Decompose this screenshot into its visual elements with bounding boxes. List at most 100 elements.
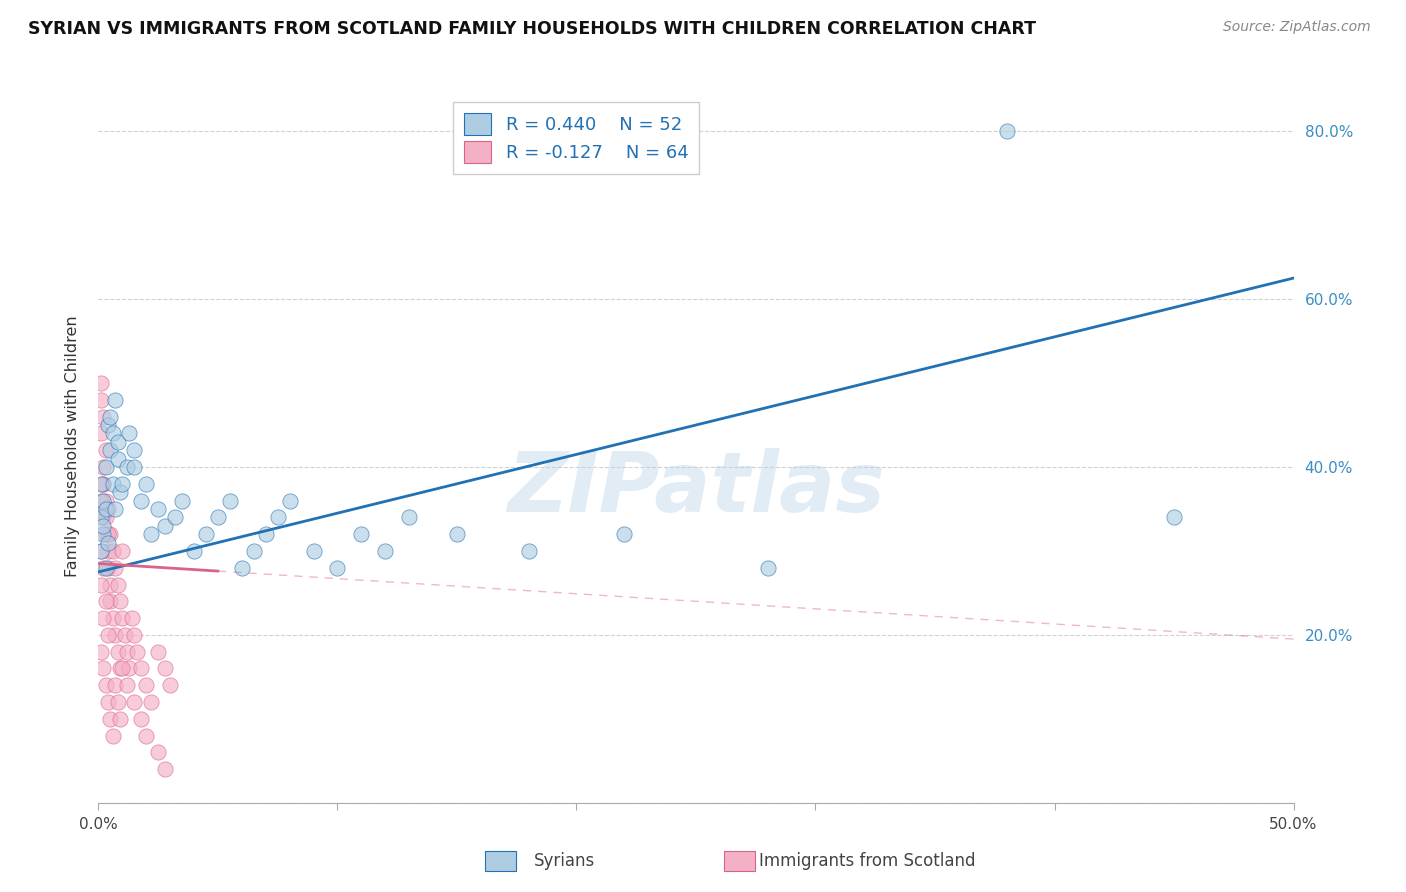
Point — [148, 502, 170, 516]
Point — [195, 527, 218, 541]
Point — [94, 460, 117, 475]
Point — [94, 443, 117, 458]
Point — [995, 124, 1018, 138]
Point — [94, 493, 117, 508]
Point — [91, 460, 114, 475]
Point — [756, 560, 779, 574]
Point — [155, 518, 177, 533]
Point — [94, 560, 117, 574]
Point — [97, 560, 120, 574]
Point — [98, 712, 122, 726]
Point — [97, 544, 120, 558]
Point — [121, 611, 143, 625]
Point — [139, 527, 162, 541]
Point — [91, 493, 114, 508]
Point — [302, 544, 325, 558]
Text: Syrians: Syrians — [534, 852, 596, 870]
Point — [94, 527, 117, 541]
Point — [90, 426, 112, 441]
Point — [125, 645, 148, 659]
Point — [97, 628, 120, 642]
Point — [97, 417, 120, 432]
Point — [111, 661, 134, 675]
Legend: R = 0.440    N = 52, R = -0.127    N = 64: R = 0.440 N = 52, R = -0.127 N = 64 — [454, 102, 699, 174]
Point — [115, 678, 138, 692]
Point — [108, 485, 131, 500]
Point — [231, 560, 253, 574]
Point — [118, 426, 141, 441]
Point — [139, 695, 162, 709]
Point — [148, 645, 170, 659]
Point — [124, 460, 146, 475]
Point — [90, 577, 112, 591]
Point — [131, 493, 153, 508]
Point — [98, 594, 122, 608]
Point — [90, 376, 112, 390]
Point — [101, 729, 124, 743]
Point — [131, 661, 153, 675]
Point — [90, 476, 112, 491]
Point — [90, 510, 112, 524]
Point — [91, 611, 114, 625]
Text: Immigrants from Scotland: Immigrants from Scotland — [759, 852, 976, 870]
Point — [155, 762, 177, 776]
Point — [91, 527, 114, 541]
Point — [91, 409, 114, 424]
Point — [219, 493, 242, 508]
Point — [124, 695, 146, 709]
Point — [207, 510, 229, 524]
Point — [107, 434, 129, 449]
Point — [108, 712, 131, 726]
Point — [115, 460, 138, 475]
Point — [398, 510, 420, 524]
Point — [446, 527, 468, 541]
Point — [101, 426, 124, 441]
Point — [90, 544, 112, 558]
Point — [98, 409, 122, 424]
Point — [107, 645, 129, 659]
Point — [97, 502, 120, 516]
Point — [101, 611, 124, 625]
Point — [267, 510, 290, 524]
Point — [104, 678, 127, 692]
Y-axis label: Family Households with Children: Family Households with Children — [65, 315, 80, 577]
Point — [107, 695, 129, 709]
Point — [107, 577, 129, 591]
Point — [97, 695, 120, 709]
Point — [107, 451, 129, 466]
Point — [111, 544, 134, 558]
Point — [94, 510, 117, 524]
Point — [124, 443, 146, 458]
Point — [115, 645, 138, 659]
Point — [111, 611, 134, 625]
Point — [101, 476, 124, 491]
Point — [97, 535, 120, 549]
Point — [172, 493, 194, 508]
Point — [114, 628, 136, 642]
Point — [278, 493, 301, 508]
Point — [148, 746, 170, 760]
Point — [135, 476, 157, 491]
Point — [90, 493, 112, 508]
Point — [118, 661, 141, 675]
Point — [254, 527, 277, 541]
Point — [98, 527, 122, 541]
Point — [90, 544, 112, 558]
Point — [124, 628, 146, 642]
Point — [135, 729, 157, 743]
Point — [183, 544, 205, 558]
Point — [91, 510, 114, 524]
Point — [91, 560, 114, 574]
Point — [326, 560, 349, 574]
Point — [131, 712, 153, 726]
Point — [104, 502, 127, 516]
Point — [104, 560, 127, 574]
Point — [94, 594, 117, 608]
Point — [98, 443, 122, 458]
Point — [111, 476, 134, 491]
Point — [155, 661, 177, 675]
Point — [91, 476, 114, 491]
Point — [1163, 510, 1185, 524]
Point — [104, 628, 127, 642]
Point — [517, 544, 540, 558]
